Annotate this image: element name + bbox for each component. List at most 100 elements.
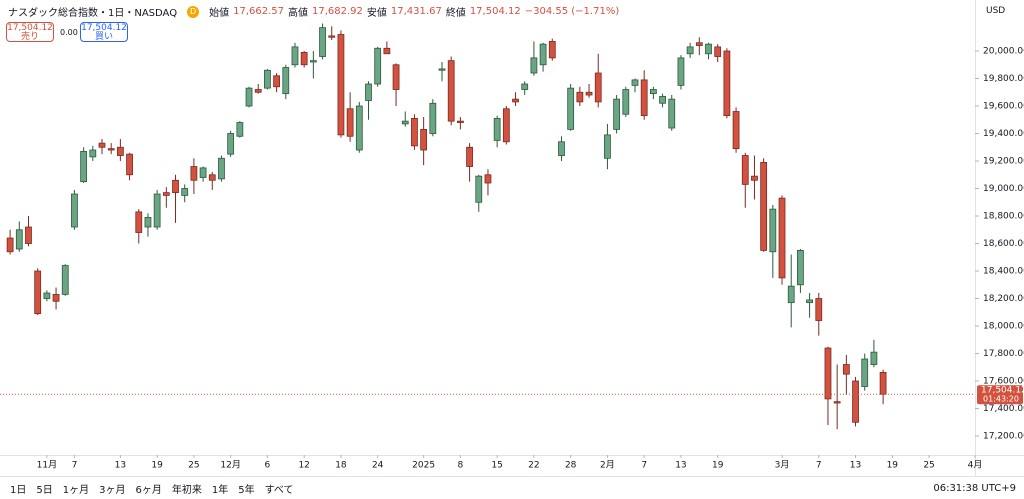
- candle-body: [741, 155, 749, 185]
- range-button[interactable]: 年初来: [171, 484, 202, 496]
- y-tick-label: 19,800.00: [983, 74, 1024, 84]
- range-button[interactable]: 6ヶ月: [135, 484, 162, 496]
- spread: 0.00: [60, 28, 78, 37]
- candle-body: [649, 89, 657, 95]
- candle-body: [61, 265, 69, 295]
- sell-price: 17,504.12: [7, 23, 53, 33]
- candle-body: [723, 50, 731, 117]
- candle-body: [548, 40, 556, 59]
- x-tick-label: 15: [491, 461, 502, 471]
- x-tick-label: 12: [298, 461, 309, 471]
- y-tick-label: 18,800.00: [983, 212, 1024, 222]
- range-button[interactable]: 5年: [238, 484, 255, 496]
- candle-body: [199, 167, 207, 178]
- x-tick-label: 12月: [220, 460, 240, 471]
- candle-body: [512, 98, 519, 103]
- y-tick-label: 18,600.00: [983, 239, 1024, 249]
- range-button[interactable]: 1ヶ月: [62, 484, 90, 496]
- candle-body: [328, 35, 336, 38]
- y-tick-label: 17,400.00: [983, 404, 1024, 414]
- candle-body: [751, 175, 758, 181]
- candle-body: [797, 249, 804, 286]
- candle-body: [806, 299, 813, 304]
- candle-body: [126, 153, 133, 176]
- candle-body: [695, 42, 703, 46]
- candle-body: [466, 146, 473, 167]
- candle-body: [502, 108, 510, 143]
- candle-body: [631, 79, 639, 86]
- y-tick-label: 20,000.00: [983, 47, 1024, 57]
- x-tick-label: 19: [887, 461, 899, 471]
- candle-body: [6, 237, 14, 253]
- y-tick-label: 18,000.00: [983, 322, 1024, 332]
- currency[interactable]: USD: [986, 6, 1006, 16]
- candle-body: [594, 72, 602, 103]
- candle-body: [282, 67, 290, 95]
- candle-body: [558, 141, 565, 156]
- candle-body: [374, 47, 382, 85]
- sell-button[interactable]: 17,504.12 売り: [6, 22, 54, 42]
- candle-body: [162, 192, 170, 196]
- range-button[interactable]: 1日: [10, 484, 27, 496]
- change: −304.55 (−1.71%): [524, 6, 620, 17]
- price-tag: [977, 385, 1023, 405]
- candle-body: [52, 293, 60, 302]
- price-tag-label: 17,504.12: [981, 386, 1024, 396]
- range-button[interactable]: すべて: [264, 484, 294, 496]
- toolbar: 1日 5日 1ヶ月 3ヶ月 6ヶ月 年初来 1年 5年 すべて 06:31:38 UTC+9: [0, 476, 1024, 499]
- price-tag-countdown: 01:43:20: [983, 395, 1019, 404]
- candle-body: [245, 87, 253, 107]
- low-label: 安値: [366, 8, 387, 19]
- candle-body: [842, 364, 850, 375]
- x-tick-label: 7: [72, 461, 78, 471]
- candle-body: [116, 146, 124, 156]
- x-tick-label: 19: [151, 461, 163, 471]
- x-tick-label: 28: [565, 461, 577, 471]
- candle-body: [254, 89, 262, 93]
- x-tick-label: 3月: [775, 460, 790, 471]
- candle-body: [438, 68, 446, 71]
- candle-body: [401, 120, 409, 125]
- candle-body: [475, 175, 483, 203]
- candle-body: [89, 149, 97, 158]
- candle-body: [824, 347, 832, 400]
- y-tick-label: 19,600.00: [983, 102, 1024, 112]
- candle-body: [879, 372, 887, 395]
- open-value: 17,662.57: [233, 6, 284, 17]
- candle-body: [457, 120, 464, 123]
- candle-body: [181, 188, 189, 196]
- y-tick-label: 19,200.00: [983, 157, 1024, 167]
- candle-body: [760, 161, 768, 251]
- range-button[interactable]: 5日: [36, 484, 53, 496]
- candle-body: [622, 89, 630, 115]
- candle-body: [447, 60, 455, 122]
- candle-body: [576, 91, 584, 103]
- candle-body: [787, 285, 795, 304]
- candle-body: [714, 46, 722, 57]
- x-tick-label: 4月: [968, 460, 983, 471]
- candle-body: [705, 43, 712, 55]
- x-tick-label: 22: [528, 461, 539, 471]
- range-button[interactable]: 3ヶ月: [99, 484, 126, 496]
- clock: 06:31:38 UTC+9: [933, 482, 1016, 494]
- candle-body: [567, 87, 575, 130]
- buy-price: 17,504.12: [81, 23, 127, 33]
- y-tick-label: 17,600.00: [983, 377, 1024, 387]
- candle-body: [383, 47, 391, 55]
- range-button[interactable]: 1年: [211, 484, 229, 496]
- close-label: 終値: [445, 8, 466, 19]
- candle-body: [852, 380, 859, 423]
- y-tick-label: 19,000.00: [983, 184, 1024, 194]
- symbol: ナスダック総合指数・1日・NASDAQ: [8, 8, 178, 19]
- candle-body: [319, 27, 326, 57]
- buy-button[interactable]: 17,504.12 買い: [80, 22, 128, 42]
- candle-body: [25, 226, 32, 244]
- candle-body: [659, 95, 666, 104]
- x-tick-label: 7: [641, 461, 647, 471]
- chart: 17,200.00 17,400.00 17,600.00 17,800.00 18,0…: [0, 0, 1024, 476]
- candle-body: [273, 75, 280, 88]
- x-tick-label: 18: [335, 461, 347, 471]
- x-tick-label: 8: [458, 461, 464, 471]
- low-value: 17,431.67: [390, 6, 442, 17]
